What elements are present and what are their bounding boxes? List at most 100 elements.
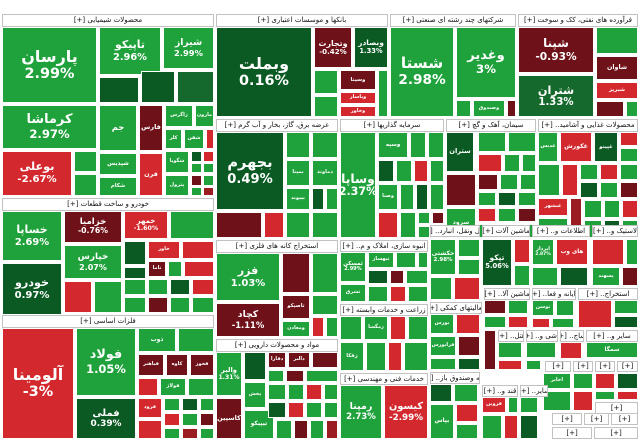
stock-tile[interactable]: [507, 100, 516, 117]
stock-tile[interactable]: [428, 132, 444, 158]
stock-tile[interactable]: پسهند: [592, 267, 620, 286]
sector-header[interactable]: [+]: [552, 427, 592, 439]
stock-tile[interactable]: [573, 373, 593, 389]
stock-tile[interactable]: [366, 342, 386, 371]
stock-tile[interactable]: [600, 182, 618, 198]
stock-tile[interactable]: [286, 212, 310, 238]
stock-tile[interactable]: [191, 163, 202, 173]
stock-tile[interactable]: ذوب: [138, 328, 176, 352]
sector-header[interactable]: بیمه وصندوق باز.. [+]: [430, 372, 480, 384]
stock-tile[interactable]: توسن: [532, 300, 554, 316]
stock-tile[interactable]: تاصیکو: [282, 295, 310, 319]
sector-header[interactable]: شرکتهای چند رشته ای صنعتی [+]: [390, 14, 516, 27]
stock-tile[interactable]: ثمسکن 2.99%: [340, 252, 366, 282]
stock-tile[interactable]: [268, 402, 286, 418]
sector-header[interactable]: استخراج کانه های فلزی [+]: [216, 240, 338, 253]
stock-tile[interactable]: فباهنر: [138, 354, 164, 376]
sector-header[interactable]: سرمایه گذاریها [+]: [340, 119, 444, 132]
stock-tile[interactable]: [522, 154, 536, 172]
stock-tile[interactable]: [526, 360, 541, 370]
stock-tile[interactable]: [184, 261, 214, 277]
stock-tile[interactable]: [456, 424, 478, 439]
stock-tile[interactable]: [203, 163, 214, 173]
stock-tile[interactable]: فولاد 1.05%: [76, 328, 136, 396]
stock-tile[interactable]: [543, 391, 571, 411]
stock-tile[interactable]: تیپیکو: [244, 410, 274, 439]
stock-tile[interactable]: [182, 241, 214, 259]
stock-tile[interactable]: [191, 175, 202, 186]
stock-tile[interactable]: [324, 384, 338, 400]
stock-tile[interactable]: [620, 164, 638, 180]
stock-tile[interactable]: وساپا 2.37%: [340, 132, 376, 238]
stock-tile[interactable]: [138, 378, 158, 396]
stock-tile[interactable]: [456, 100, 471, 117]
stock-tile[interactable]: [454, 277, 480, 300]
stock-tile[interactable]: [556, 300, 574, 316]
stock-tile[interactable]: [520, 174, 536, 190]
stock-tile[interactable]: [595, 391, 615, 400]
stock-tile[interactable]: بمپنا: [286, 160, 310, 186]
stock-tile[interactable]: [324, 402, 338, 418]
stock-tile[interactable]: [514, 239, 530, 263]
stock-tile[interactable]: [514, 265, 530, 286]
stock-tile[interactable]: کچاد -1.11%: [216, 303, 280, 337]
stock-tile[interactable]: وبصادر 1.33%: [354, 27, 388, 68]
stock-tile[interactable]: [182, 398, 198, 411]
stock-tile[interactable]: فولاژ: [160, 378, 186, 396]
stock-tile[interactable]: [573, 391, 593, 411]
stock-tile[interactable]: [312, 295, 338, 315]
stock-tile[interactable]: [312, 212, 338, 238]
stock-tile[interactable]: ناما: [148, 261, 166, 277]
stock-tile[interactable]: وسپه: [378, 132, 408, 158]
sector-header[interactable]: [+]: [617, 361, 638, 372]
stock-tile[interactable]: [164, 398, 180, 411]
sector-header[interactable]: ماشین آلات [+]: [482, 225, 530, 237]
stock-tile[interactable]: [504, 154, 520, 172]
stock-tile[interactable]: [378, 70, 388, 117]
stock-tile[interactable]: [520, 397, 538, 413]
stock-tile[interactable]: فارس: [139, 105, 163, 151]
stock-tile[interactable]: [244, 352, 266, 380]
stock-tile[interactable]: [617, 373, 638, 389]
sector-header[interactable]: فعالیتهای کمکی [+]: [430, 302, 482, 314]
stock-tile[interactable]: دالبر: [288, 352, 310, 368]
stock-tile[interactable]: [368, 270, 388, 284]
stock-tile[interactable]: [396, 252, 416, 268]
sector-header[interactable]: رایانه و فعا.. [+]: [532, 288, 576, 300]
stock-tile[interactable]: وغدیر 3%: [456, 27, 516, 98]
stock-tile[interactable]: [518, 208, 536, 222]
stock-tile[interactable]: [170, 297, 190, 313]
stock-tile[interactable]: [478, 132, 506, 152]
stock-tile[interactable]: [626, 101, 638, 117]
stock-tile[interactable]: [378, 212, 398, 238]
stock-tile[interactable]: [596, 101, 624, 117]
stock-tile[interactable]: [498, 360, 522, 370]
stock-tile[interactable]: [124, 297, 146, 313]
stock-tile[interactable]: [430, 384, 452, 402]
stock-tile[interactable]: [312, 132, 338, 158]
stock-tile[interactable]: زاگرس: [165, 105, 193, 127]
stock-tile[interactable]: [432, 212, 444, 224]
stock-tile[interactable]: [498, 208, 516, 222]
stock-tile[interactable]: [396, 160, 412, 182]
sector-header[interactable]: نساج.. [+]: [560, 330, 584, 342]
stock-tile[interactable]: شگویا: [165, 151, 189, 173]
sector-header[interactable]: [+]: [584, 413, 609, 425]
stock-tile[interactable]: غدیس: [538, 132, 558, 162]
stock-tile[interactable]: [286, 370, 304, 382]
stock-tile[interactable]: سمگا: [586, 342, 638, 358]
stock-tile[interactable]: [560, 267, 588, 286]
stock-tile[interactable]: [408, 286, 428, 302]
stock-tile[interactable]: [264, 212, 284, 238]
stock-tile[interactable]: پخش: [244, 382, 266, 408]
stock-tile[interactable]: شفن: [184, 129, 204, 149]
sector-header[interactable]: [+]: [595, 361, 615, 372]
stock-tile[interactable]: غپینو: [594, 132, 618, 162]
stock-tile[interactable]: [620, 182, 638, 198]
stock-tile[interactable]: شیراز 2.99%: [163, 27, 214, 69]
stock-tile[interactable]: فخوز: [190, 354, 214, 376]
stock-tile[interactable]: [306, 402, 322, 418]
sector-header[interactable]: خودرو و ساخت قطعات [+]: [2, 198, 214, 211]
stock-tile[interactable]: [604, 200, 620, 218]
stock-tile[interactable]: [458, 358, 480, 370]
